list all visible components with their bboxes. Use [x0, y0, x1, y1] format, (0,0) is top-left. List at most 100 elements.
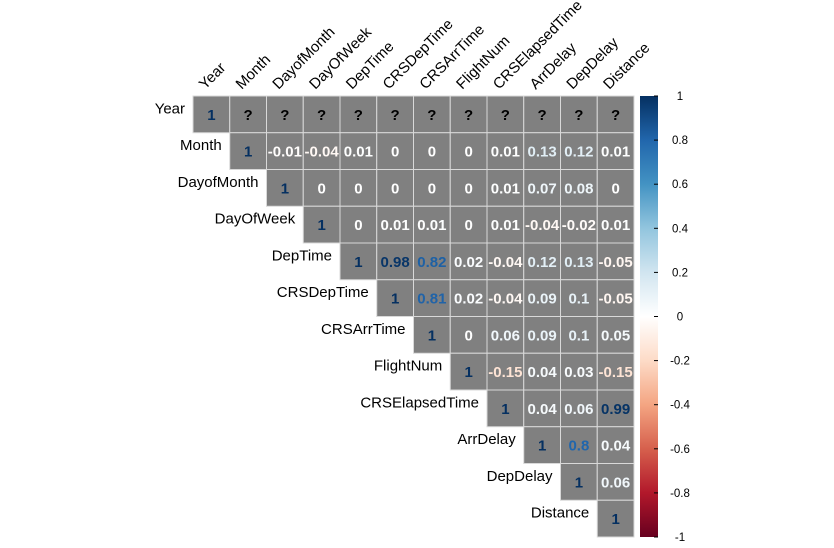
matrix-cell — [523, 426, 561, 464]
cell-value: 0.07 — [528, 180, 557, 197]
cell-value: ? — [391, 107, 400, 124]
row-label: Month — [180, 137, 222, 154]
cell-value: 0.04 — [528, 364, 558, 381]
cell-value: 0.03 — [564, 364, 593, 381]
color-legend-bar — [640, 96, 658, 537]
cell-value: 0 — [354, 217, 362, 234]
cell-value: ? — [611, 107, 620, 124]
cell-value: 1 — [464, 364, 472, 381]
matrix-cell — [486, 132, 525, 170]
cell-value: 1 — [317, 217, 325, 234]
cell-value: 0.02 — [454, 291, 483, 308]
matrix-cell — [449, 242, 488, 281]
cell-value: ? — [464, 107, 473, 124]
cell-value: 0.01 — [601, 144, 630, 161]
matrix-cell — [486, 279, 525, 317]
matrix-cell — [596, 389, 635, 428]
row-label: CRSElapsedTime — [360, 394, 479, 411]
matrix-cell — [560, 242, 598, 281]
matrix-cell — [596, 205, 635, 244]
cell-value: 0.02 — [454, 254, 483, 271]
legend-tick-label: -0.4 — [670, 400, 690, 412]
cell-value: 0 — [464, 327, 472, 344]
matrix-cell — [339, 132, 378, 170]
matrix-cell — [523, 316, 561, 354]
matrix-cell — [376, 95, 414, 134]
matrix-cell — [596, 499, 635, 538]
matrix-cell — [596, 242, 635, 281]
cell-value: 0.98 — [381, 254, 410, 271]
cell-value: ? — [538, 107, 547, 124]
matrix-cell — [523, 242, 561, 281]
matrix-cell — [413, 169, 451, 207]
cell-value: 0.12 — [528, 254, 557, 271]
cell-value: 0 — [391, 144, 399, 161]
cell-value: ? — [244, 107, 253, 124]
matrix-cell — [192, 95, 231, 134]
cell-value: 0 — [611, 180, 619, 197]
cell-value: 0.1 — [568, 327, 589, 344]
matrix-cell — [229, 95, 267, 134]
matrix-cell — [596, 95, 635, 134]
cell-value: 0.12 — [564, 144, 593, 161]
matrix-cell — [449, 95, 488, 134]
matrix-cell — [449, 169, 488, 207]
matrix-cell — [413, 205, 451, 244]
cell-value: 0.01 — [381, 217, 410, 234]
matrix-cell — [449, 132, 488, 170]
matrix-cell — [376, 205, 414, 244]
cell-value: 0 — [428, 180, 436, 197]
row-label: DayofMonth — [178, 174, 259, 191]
matrix-cell — [523, 389, 561, 428]
row-label: DepTime — [272, 247, 332, 264]
cell-value: 0.01 — [491, 180, 520, 197]
cell-value: 0.01 — [417, 217, 446, 234]
cell-value: 0 — [354, 180, 362, 197]
cell-value: 0.09 — [528, 291, 557, 308]
matrix-cell — [560, 352, 598, 391]
cell-value: 0.08 — [564, 180, 593, 197]
cell-value: 0 — [428, 144, 436, 161]
legend-tick-label: 0 — [677, 312, 683, 324]
cell-value: 1 — [244, 144, 252, 161]
matrix-cell — [560, 426, 598, 464]
row-label: Distance — [531, 505, 589, 522]
column-label: Year — [196, 59, 229, 92]
cell-value: 0.01 — [491, 144, 520, 161]
row-label: Year — [155, 100, 185, 117]
row-label: FlightNum — [374, 358, 442, 375]
matrix-cell — [560, 463, 598, 501]
matrix-cell — [523, 95, 561, 134]
cell-value: 0.09 — [528, 327, 557, 344]
matrix-cell — [486, 242, 525, 281]
cell-value: 1 — [611, 511, 619, 528]
cell-value: 0 — [464, 217, 472, 234]
matrix-cell — [596, 352, 635, 391]
matrix-cell — [413, 132, 451, 170]
matrix-cell — [596, 426, 635, 464]
cell-value: -0.04 — [488, 254, 523, 271]
cell-value: -0.05 — [599, 254, 633, 271]
matrix-cell — [486, 389, 525, 428]
matrix-cell — [229, 132, 267, 170]
cell-value: -0.15 — [488, 364, 522, 381]
matrix-cell — [523, 352, 561, 391]
cell-value: ? — [501, 107, 510, 124]
matrix-cell — [449, 352, 488, 391]
matrix-cell — [376, 132, 414, 170]
cell-value: -0.02 — [562, 217, 596, 234]
cell-value: 1 — [391, 291, 399, 308]
cell-value: 0.13 — [564, 254, 593, 271]
legend-tick-label: -0.2 — [670, 356, 690, 368]
row-label: ArrDelay — [457, 431, 516, 448]
row-label: DayOfWeek — [215, 211, 296, 228]
legend-tick-label: 0.2 — [672, 267, 688, 279]
matrix-cell — [523, 132, 561, 170]
cell-value: 0.1 — [568, 291, 589, 308]
cell-value: 0.06 — [564, 401, 593, 418]
column-label: Month — [233, 51, 275, 93]
matrix-cell — [523, 279, 561, 317]
cell-value: 0.99 — [601, 401, 630, 418]
matrix-cell — [596, 132, 635, 170]
